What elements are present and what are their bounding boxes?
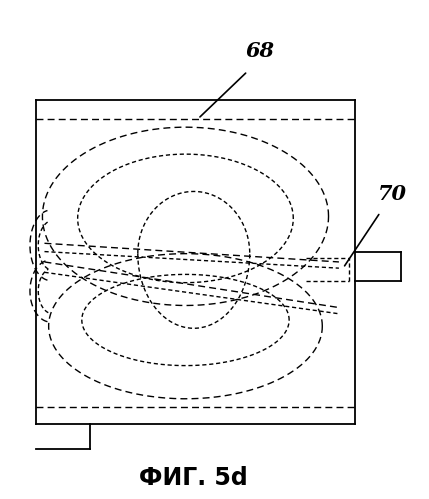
Text: 68: 68 bbox=[246, 41, 275, 61]
Text: ФИГ. 5d: ФИГ. 5d bbox=[139, 466, 248, 490]
Text: 70: 70 bbox=[378, 184, 407, 204]
